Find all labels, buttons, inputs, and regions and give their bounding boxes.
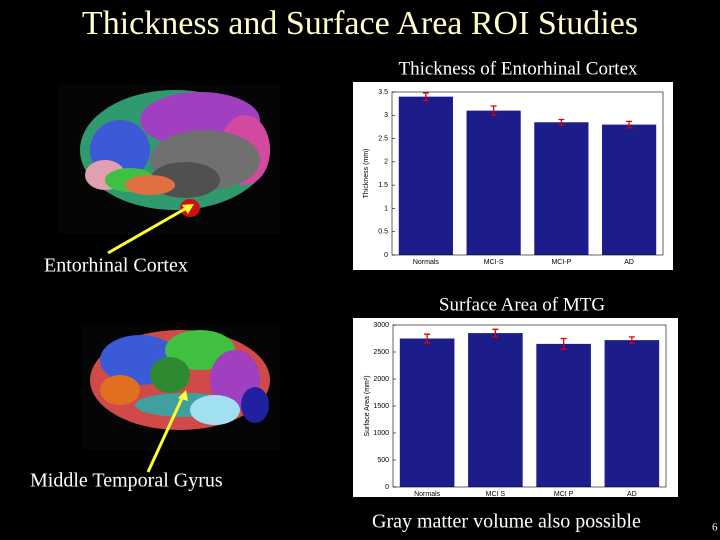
chart-title: Thickness of Entorhinal Cortex xyxy=(398,58,638,79)
slide-title: Thickness and Surface Area ROI Studies xyxy=(82,5,638,42)
bar xyxy=(399,338,455,487)
y-tick-label: 0.5 xyxy=(378,229,388,236)
y-tick-label: 1 xyxy=(384,205,388,212)
x-tick-label: AD xyxy=(627,491,637,498)
arrow xyxy=(146,395,185,473)
page-number: 6 xyxy=(712,522,718,534)
y-tick-label: 2500 xyxy=(373,349,389,356)
error-bar xyxy=(560,337,567,350)
error-bar xyxy=(626,120,633,129)
y-tick-label: 2 xyxy=(384,159,388,166)
y-tick-label: 0 xyxy=(384,252,388,259)
bar xyxy=(398,96,453,256)
x-tick-label: MCI P xyxy=(554,491,574,498)
y-tick-label: 3.5 xyxy=(378,89,388,96)
bar xyxy=(468,333,523,487)
y-axis-label: Thickness (mm) xyxy=(363,149,370,199)
footnote: Gray matter volume also possible xyxy=(372,511,641,533)
brain-image-medial xyxy=(58,84,280,234)
plot-frame xyxy=(392,324,667,488)
x-tick-label: MCI-P xyxy=(551,259,571,266)
bar xyxy=(604,340,660,487)
y-tick-label: 500 xyxy=(377,457,389,464)
error-bar xyxy=(628,336,635,345)
x-tick-label: MCI-S xyxy=(484,259,504,266)
label: Entorhinal Cortex xyxy=(44,255,188,277)
x-tick-label: MCI S xyxy=(486,491,506,498)
y-tick-label: 2000 xyxy=(373,376,389,383)
x-tick-label: Normals xyxy=(414,491,441,498)
y-tick-label: 2.5 xyxy=(378,135,388,142)
error-bar xyxy=(558,118,565,126)
y-tick-label: 1000 xyxy=(373,430,389,437)
error-bar xyxy=(492,328,499,338)
y-tick-label: 1.5 xyxy=(378,182,388,189)
y-tick-label: 3 xyxy=(384,112,388,119)
y-tick-label: 1500 xyxy=(373,403,389,410)
y-axis-label: Surface Area (mm²) xyxy=(364,375,371,436)
arrow xyxy=(107,204,191,255)
y-tick-label: 0 xyxy=(385,484,389,491)
plot-frame xyxy=(391,91,664,256)
bar xyxy=(602,124,657,255)
chart-title: Surface Area of MTG xyxy=(439,294,605,315)
arrowhead xyxy=(178,390,188,401)
label: Middle Temporal Gyrus xyxy=(30,470,223,492)
y-tick-label: 3000 xyxy=(373,322,389,329)
bar xyxy=(536,343,591,487)
arrowhead xyxy=(182,204,194,214)
brain-image-lateral xyxy=(82,325,280,450)
error-bar xyxy=(490,105,497,116)
x-tick-label: AD xyxy=(624,259,634,266)
x-tick-label: Normals xyxy=(413,259,440,266)
bar xyxy=(534,122,589,256)
bar xyxy=(466,110,521,255)
error-bar xyxy=(422,92,429,102)
error-bar xyxy=(424,333,431,344)
